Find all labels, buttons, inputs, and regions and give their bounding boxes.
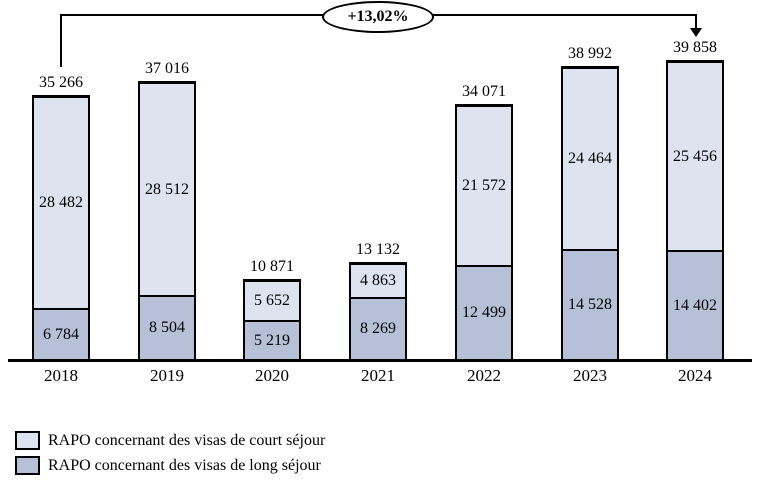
legend-item-court-sejour: RAPO concernant des visas de court séjou… (15, 428, 325, 453)
x-tick-2023: 2023 (573, 366, 607, 385)
segment-court-sejour-2023: 24 464 (563, 69, 617, 251)
segment-court-sejour-2024: 25 456 (668, 63, 722, 252)
segment-long-sejour-2021: 8 269 (351, 299, 405, 359)
bar-2020: 5 652 5 219 (243, 279, 301, 361)
annotation-badge: +13,02% (322, 1, 434, 33)
segment-court-sejour-2022: 21 572 (457, 107, 511, 267)
segment-long-sejour-2020: 5 219 (245, 322, 299, 359)
x-tick-2024: 2024 (678, 366, 712, 385)
x-tick-2020: 2020 (255, 366, 289, 385)
legend: RAPO concernant des visas de court séjou… (15, 428, 325, 478)
segment-long-sejour-2024: 14 402 (668, 252, 722, 359)
legend-swatch-court (15, 431, 40, 450)
segment-value-court-2022: 21 572 (462, 177, 506, 194)
x-tick-2019: 2019 (150, 366, 184, 385)
segment-value-court-2021: 4 863 (360, 272, 396, 289)
segment-long-sejour-2018: 6 784 (34, 310, 88, 359)
bar-2019: 28 512 8 504 (138, 81, 196, 361)
segment-value-long-2023: 14 528 (568, 296, 612, 313)
segment-court-sejour-2018: 28 482 (34, 98, 88, 310)
segment-value-long-2021: 8 269 (360, 320, 396, 337)
total-label-2018: 35 266 (39, 74, 83, 91)
bar-2021: 4 863 8 269 (349, 262, 407, 361)
segment-long-sejour-2019: 8 504 (140, 297, 194, 359)
total-label-2023: 38 992 (568, 45, 612, 62)
segment-value-long-2019: 8 504 (149, 319, 185, 336)
x-tick-2018: 2018 (44, 366, 78, 385)
segment-court-sejour-2021: 4 863 (351, 265, 405, 299)
total-label-2019: 37 016 (145, 60, 189, 77)
segment-court-sejour-2019: 28 512 (140, 84, 194, 297)
segment-value-court-2018: 28 482 (39, 194, 83, 211)
bar-2023: 24 464 14 528 (561, 66, 619, 361)
annotation-label: +13,02% (347, 8, 409, 25)
segment-value-court-2019: 28 512 (145, 180, 189, 198)
segment-value-long-2024: 14 402 (673, 296, 717, 314)
segment-value-long-2022: 12 499 (462, 304, 506, 321)
annotation-connector-right (695, 14, 697, 30)
segment-court-sejour-2020: 5 652 (245, 282, 299, 322)
legend-label-court: RAPO concernant des visas de court séjou… (48, 431, 326, 449)
arrow-down-icon (690, 28, 702, 37)
legend-swatch-long (15, 456, 40, 475)
bar-2018: 28 482 6 784 (32, 95, 90, 361)
bar-2024: 25 456 14 402 (666, 60, 724, 361)
segment-value-court-2024: 25 456 (673, 147, 717, 165)
total-label-2020: 10 871 (250, 258, 294, 275)
segment-value-court-2020: 5 652 (254, 292, 290, 309)
segment-value-long-2020: 5 219 (254, 331, 290, 349)
x-axis-line (8, 359, 752, 362)
legend-item-long-sejour: RAPO concernant des visas de long séjour (15, 453, 325, 478)
total-label-2021: 13 132 (356, 241, 400, 258)
total-label-2022: 34 071 (462, 83, 506, 100)
bar-2022: 21 572 12 499 (455, 104, 513, 361)
segment-long-sejour-2023: 14 528 (563, 251, 617, 359)
legend-label-long: RAPO concernant des visas de long séjour (48, 456, 321, 474)
total-label-2024: 39 858 (673, 39, 717, 56)
segment-value-court-2023: 24 464 (568, 150, 612, 167)
x-tick-2021: 2021 (361, 366, 395, 385)
x-tick-2022: 2022 (467, 366, 501, 385)
annotation-connector-left (60, 14, 62, 67)
segment-value-long-2018: 6 784 (43, 325, 79, 343)
segment-long-sejour-2022: 12 499 (457, 267, 511, 359)
